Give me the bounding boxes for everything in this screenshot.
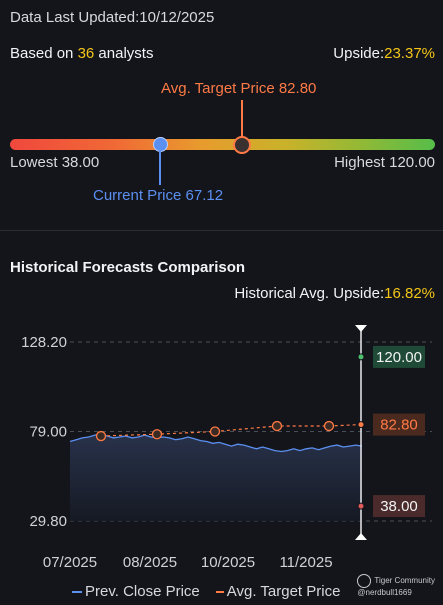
target-value-text: 38.00 (380, 498, 418, 515)
y-tick-label: 79.00 (29, 424, 67, 441)
target-value-dot (357, 502, 365, 510)
target-value-badge (373, 345, 425, 368)
legend-line-icon (72, 591, 82, 594)
avg-target-marker (233, 136, 251, 154)
tiger-logo-icon (357, 574, 372, 588)
legend-dash-icon (215, 591, 224, 594)
historical-section-title: Historical Forecasts Comparison (10, 259, 246, 276)
watermark-line2: @nerdbull1669 (357, 588, 412, 597)
x-tick-label: 08/2025 (123, 554, 177, 571)
upside-text: Upside:23.37% (333, 45, 435, 62)
target-value-text: 82.80 (380, 417, 418, 434)
target-value-labels: 120.00 82.80 38.00 (357, 345, 425, 518)
analysts-prefix: Based on (10, 45, 78, 62)
target-value-dot (357, 421, 365, 429)
crosshair-top-handle (355, 325, 367, 332)
chart-crosshair[interactable] (355, 325, 367, 540)
historical-upside-label: Historical Avg. Upside: (234, 285, 385, 302)
x-tick-label: 07/2025 (43, 554, 97, 571)
avg-target-point (271, 420, 283, 432)
historical-forecast-chart[interactable]: 128.20 79.00 29.80 07/2025 08/2025 10/2025 11… (0, 315, 443, 577)
crosshair-bottom-handle (355, 533, 367, 540)
chart-legend: Prev. Close Price Avg. Target Price (72, 583, 356, 600)
target-value-text: 120.00 (376, 349, 422, 366)
upside-value: 23.37% (384, 45, 435, 62)
avg-target-line (100, 424, 361, 437)
avg-target-label: Avg. Target Price 82.80 (161, 80, 317, 97)
avg-target-point (151, 429, 163, 440)
y-tick-label: 29.80 (29, 513, 67, 530)
target-value-badge (373, 495, 425, 518)
legend-avg-target[interactable]: Avg. Target Price (215, 583, 341, 600)
analysts-suffix: analysts (94, 45, 154, 62)
lowest-target-label: Lowest 38.00 (10, 154, 100, 171)
x-tick-label: 10/2025 (201, 554, 255, 571)
historical-upside-value: 16.82% (384, 285, 435, 302)
analyst-count-text: Based on 36 analysts (10, 45, 153, 62)
x-axis-ticks: 07/2025 08/2025 10/2025 11/2025 (43, 554, 333, 571)
analysts-count: 36 (77, 45, 95, 62)
section-divider (0, 230, 443, 231)
historical-upside-text: Historical Avg. Upside:16.82% (234, 285, 435, 302)
legend-avg-target-label: Avg. Target Price (226, 583, 341, 600)
current-price-label: Current Price 67.12 (93, 187, 224, 204)
avg-target-points (95, 420, 335, 442)
watermark-line1: Tiger Community (374, 576, 435, 586)
y-axis-ticks: 128.20 79.00 29.80 (21, 334, 67, 530)
data-updated-label: Data Last Updated:10/12/2025 (10, 9, 215, 26)
avg-target-stem (241, 100, 243, 138)
highest-target-label: Highest 120.00 (334, 154, 435, 171)
target-value-badge (373, 413, 425, 436)
legend-prev-close[interactable]: Prev. Close Price (72, 583, 200, 600)
avg-target-point (95, 430, 107, 442)
target-value-dot (357, 353, 365, 361)
y-tick-label: 128.20 (21, 334, 67, 351)
avg-target-point (323, 420, 335, 432)
upside-label: Upside: (333, 45, 385, 62)
x-tick-label: 11/2025 (279, 554, 332, 571)
close-price-area (70, 434, 362, 521)
price-range-bar (10, 139, 435, 150)
legend-prev-close-label: Prev. Close Price (85, 583, 200, 600)
close-price-line (69, 433, 363, 453)
avg-target-point (209, 426, 221, 437)
current-price-stem (159, 150, 161, 185)
watermark: Tiger Community @nerdbull1669 (357, 574, 435, 598)
